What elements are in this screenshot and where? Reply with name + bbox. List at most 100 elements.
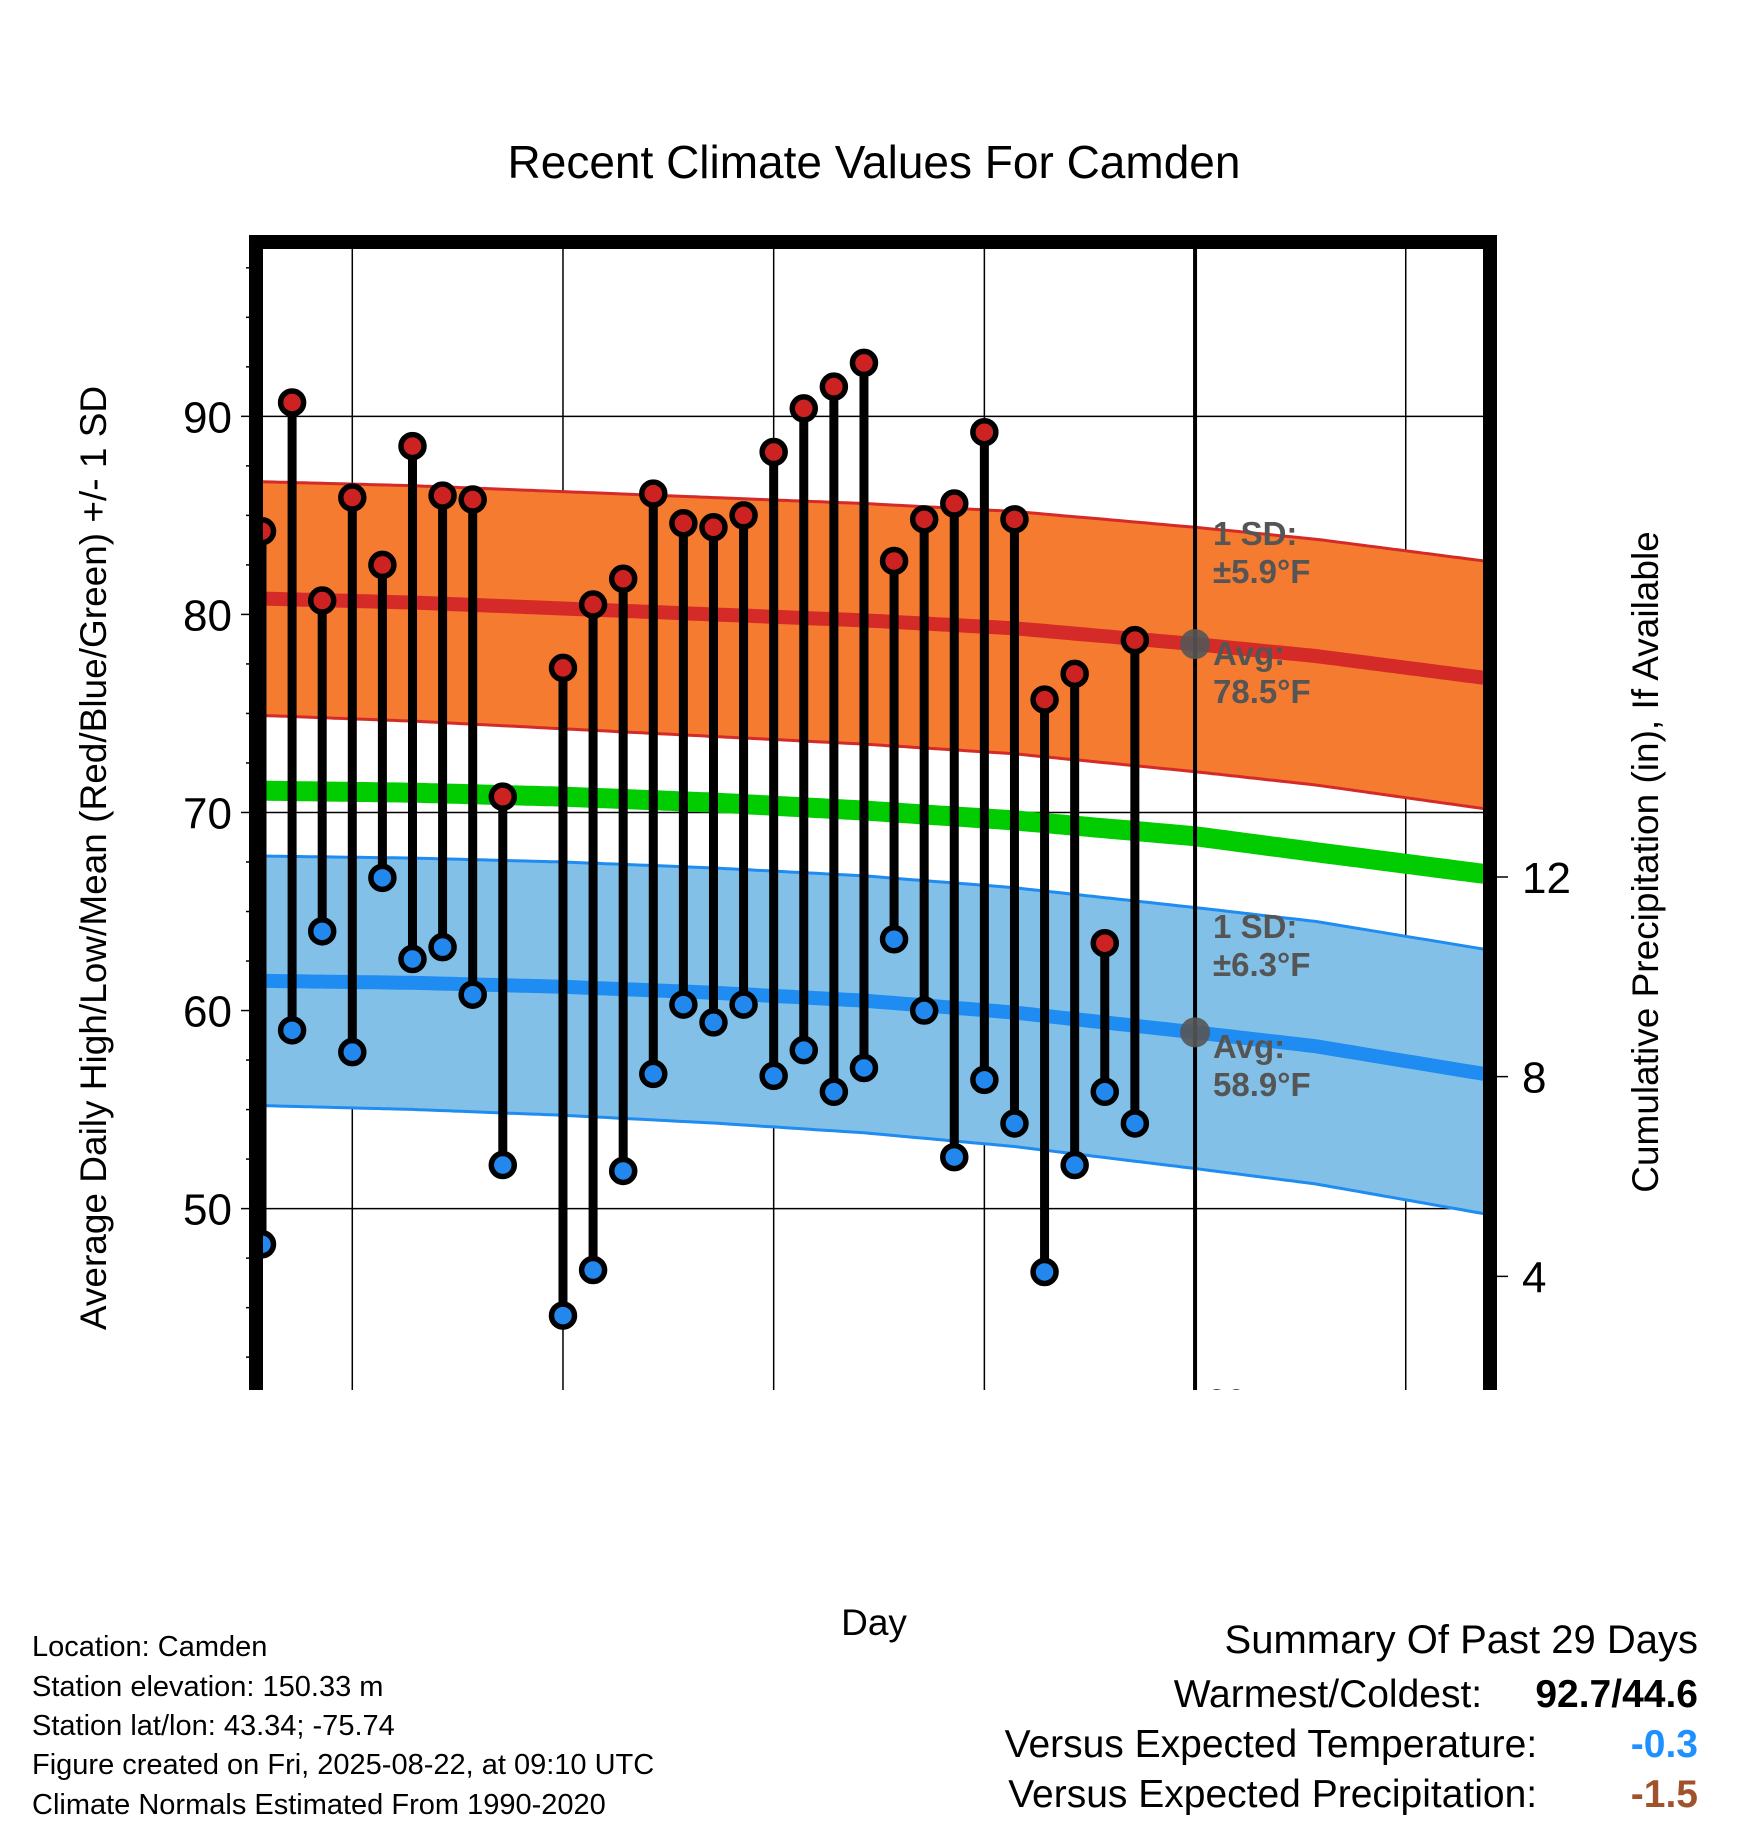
low-sd-annotation: 1 SD: ±6.3°F [1213,908,1310,983]
daily-high-point [1120,625,1150,655]
daily-low-point [759,1061,788,1091]
summary-warmest-label: Warmest/Coldest: [1173,1673,1483,1716]
chart-title: Recent Climate Values For Camden [508,136,1241,188]
y-tick-label: 50 [183,1186,232,1235]
daily-low-point [819,1077,849,1107]
daily-high-point [1030,685,1059,714]
summary-title: Summary Of Past 29 Days [1224,1618,1698,1662]
x-axis-label-text: Day [841,1602,907,1643]
daily-low-point [729,990,758,1019]
daily-high-point [458,485,487,514]
daily-high-point [1090,928,1120,958]
daily-high-point [699,513,728,542]
y-tick-label: 60 [183,988,232,1037]
daily-low-point [909,996,939,1025]
daily-low-point [1120,1109,1150,1138]
daily-low-point [699,1008,728,1037]
daily-low-point [1030,1257,1059,1287]
daily-low-point [789,1035,819,1065]
daily-low-point [338,1037,367,1067]
daily-high-point [909,505,939,534]
y-tick-label: 90 [183,393,232,442]
y-tick-label: 40 [183,1384,232,1390]
daily-high-point [277,388,307,417]
daily-high-point [1060,659,1089,689]
daily-low-point [398,944,427,974]
plot-frame [249,235,1497,1390]
daily-high-point [970,417,999,447]
summary-warmest: Warmest/Coldest: 92.7/44.6 [1174,1673,1698,1717]
daily-high-point [729,501,758,530]
summary-precip-label: Versus Expected Precipitation: [1008,1773,1538,1816]
daily-high-point [1000,505,1029,534]
daily-high-point [338,483,367,512]
daily-low-point [307,917,337,946]
daily-high-point [759,437,788,467]
high-avg-annotation: Avg: 78.5°F [1213,635,1311,710]
daily-high-point [789,394,819,423]
daily-low-point [488,1150,518,1180]
daily-low-point [277,1016,307,1045]
footer-location: Location: Camden [32,1631,268,1663]
daily-low-point [548,1301,578,1330]
low-sd-lower-edge [262,1104,1484,1216]
daily-low-point [1090,1077,1120,1107]
daily-stems [262,348,1150,1330]
y-tick-label: 80 [183,591,232,640]
y2-tick-label: 4 [1522,1253,1546,1302]
low-sd-upper-edge [262,854,1484,951]
daily-low-point [608,1156,638,1186]
today-high-normal-marker [1180,629,1211,660]
daily-high-point [548,653,578,683]
daily-high-point [488,782,518,811]
daily-high-point [398,431,427,461]
normal-mean-line [262,780,1484,884]
daily-low-point [849,1053,879,1083]
daily-high-point [819,372,849,401]
daily-high-point [940,489,969,518]
plot-clip-group [262,248,1484,1390]
high-sd-band [262,481,1484,809]
high-sd-annotation: 1 SD: ±5.9°F [1213,515,1310,590]
today-days-annotation: 20Days [1207,1383,1291,1390]
daily-high-point [849,348,879,378]
daily-low-point [970,1065,999,1095]
daily-low-point [428,932,457,962]
daily-high-point [368,550,397,580]
summary-warmest-value: 92.7/44.6 [1535,1673,1698,1716]
footer-elevation: Station elevation: 150.33 m [32,1671,384,1703]
climate-chart: Recent Climate Values For Camden 1 SD: ±5… [73,136,1666,1390]
daily-low-point [368,863,397,893]
low-avg-annotation: Avg: 58.9°F [1213,1028,1311,1103]
daily-low-point [940,1142,969,1172]
summary-temp-label: Versus Expected Temperature: [1004,1723,1538,1766]
y-axis-label: Average Daily High/Low/Mean (Red/Blue/Gr… [73,386,114,1330]
daily-high-point [262,516,277,546]
daily-low-point [669,990,698,1019]
today-low-normal-marker [1180,1017,1211,1048]
y2-tick-label: 12 [1522,854,1571,903]
daily-low-point [262,1230,277,1259]
footer-latlon: Station lat/lon: 43.34; -75.74 [32,1710,395,1742]
daily-high-point [879,546,909,576]
y2-axis-label: Cumulative Precipitation (in), If Availa… [1625,531,1666,1193]
daily-high-point [428,481,457,510]
daily-high-point [608,564,638,594]
summary-precip-value: -1.5 [1630,1773,1698,1816]
x-axis-label-box: Day [0,1602,1748,1644]
daily-low-point [639,1059,668,1089]
y-tick-label: 70 [183,789,232,838]
summary-precip: Versus Expected Precipitation: -1.5 [1008,1773,1698,1817]
plot-area: 1 SD: ±5.9°F Avg: 78.5°F 1 SD: ±6.3°F Avg: 58.9… [183,235,1571,1390]
daily-high-point [639,479,668,508]
daily-high-point [669,509,698,538]
daily-high-point [307,586,337,615]
daily-low-point [879,924,909,954]
daily-high-point [578,590,608,619]
low-sd-band [262,856,1484,1214]
daily-low-point [1060,1150,1089,1180]
normal-high-line [262,591,1484,685]
footer-normals: Climate Normals Estimated From 1990-2020 [32,1789,606,1821]
